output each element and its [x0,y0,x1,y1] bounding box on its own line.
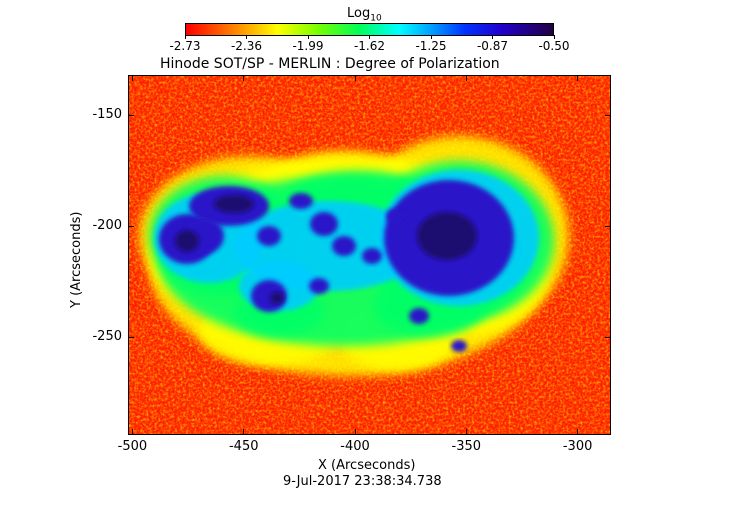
region-blue [409,308,429,324]
x-tick-mark [243,429,245,435]
y-tick-mark [128,336,134,338]
colorbar-tick-label: -0.87 [476,39,509,53]
x-tick-mark [131,75,133,81]
x-tick-mark [354,75,356,81]
polarization-map [129,76,610,434]
y-tick-label: -150 [92,107,122,122]
colorbar-tick-mark [246,35,247,39]
colorbar-tick-mark [492,35,493,39]
region-blue [251,280,287,312]
y-tick-mark [605,225,611,227]
x-tick-mark [577,75,579,81]
colorbar-title-base: Log [347,6,371,21]
x-tick-mark [354,429,356,435]
x-tick-label: -350 [451,439,482,454]
y-tick-mark [128,225,134,227]
colorbar-tick-mark [307,35,309,39]
colorbar-tick-label: -2.36 [230,39,263,53]
colorbar-tick-label: -0.50 [538,39,570,53]
x-tick-mark [465,75,467,81]
colorbar-tick-label: -1.25 [415,39,447,53]
region-blue [362,248,382,264]
x-tick-label: -400 [340,439,370,454]
x-tick-mark [131,429,133,435]
colorbar-title-sub: 10 [370,13,382,24]
y-tick-mark [605,114,611,116]
colorbar-tick-mark [430,35,432,39]
region-blue [257,226,281,246]
colorbar-tick-label: -1.99 [292,39,324,53]
region-blue [332,236,356,256]
colorbar-tick-label: -2.73 [169,39,201,53]
x-tick-label: -450 [228,439,259,454]
region-max [214,195,254,213]
region-blue [309,278,329,294]
observation-date: 9-Jul-2017 23:38:34.738 [283,474,442,489]
region-max [175,230,199,252]
region-blue [310,212,338,236]
chart-title: Hinode SOT/SP - MERLIN : Degree of Polar… [160,56,500,72]
y-tick-mark [128,114,134,116]
colorbar-tick-label: -1.62 [353,39,386,53]
region-blue [289,193,313,209]
region-blue [386,209,402,223]
y-tick-label: -250 [92,329,122,345]
region-max [417,212,477,260]
x-tick-label: -300 [562,439,593,454]
x-tick-label: -500 [117,439,148,454]
y-tick-mark [605,336,611,338]
colorbar-tick-mark [184,35,186,39]
y-tick-label: -200 [92,218,122,234]
region-max [270,292,284,304]
colorbar-tick-mark [369,35,370,39]
x-axis-label: X (Arcseconds) [318,458,416,473]
plot-area [128,75,611,435]
x-tick-mark [243,75,245,81]
region-blue [451,340,467,352]
colorbar-title: Log10 [347,7,382,24]
colorbar-tick-mark [553,35,555,39]
y-axis-label: Y (Arcseconds) [69,211,84,308]
x-tick-mark [577,429,579,435]
x-tick-mark [465,429,467,435]
